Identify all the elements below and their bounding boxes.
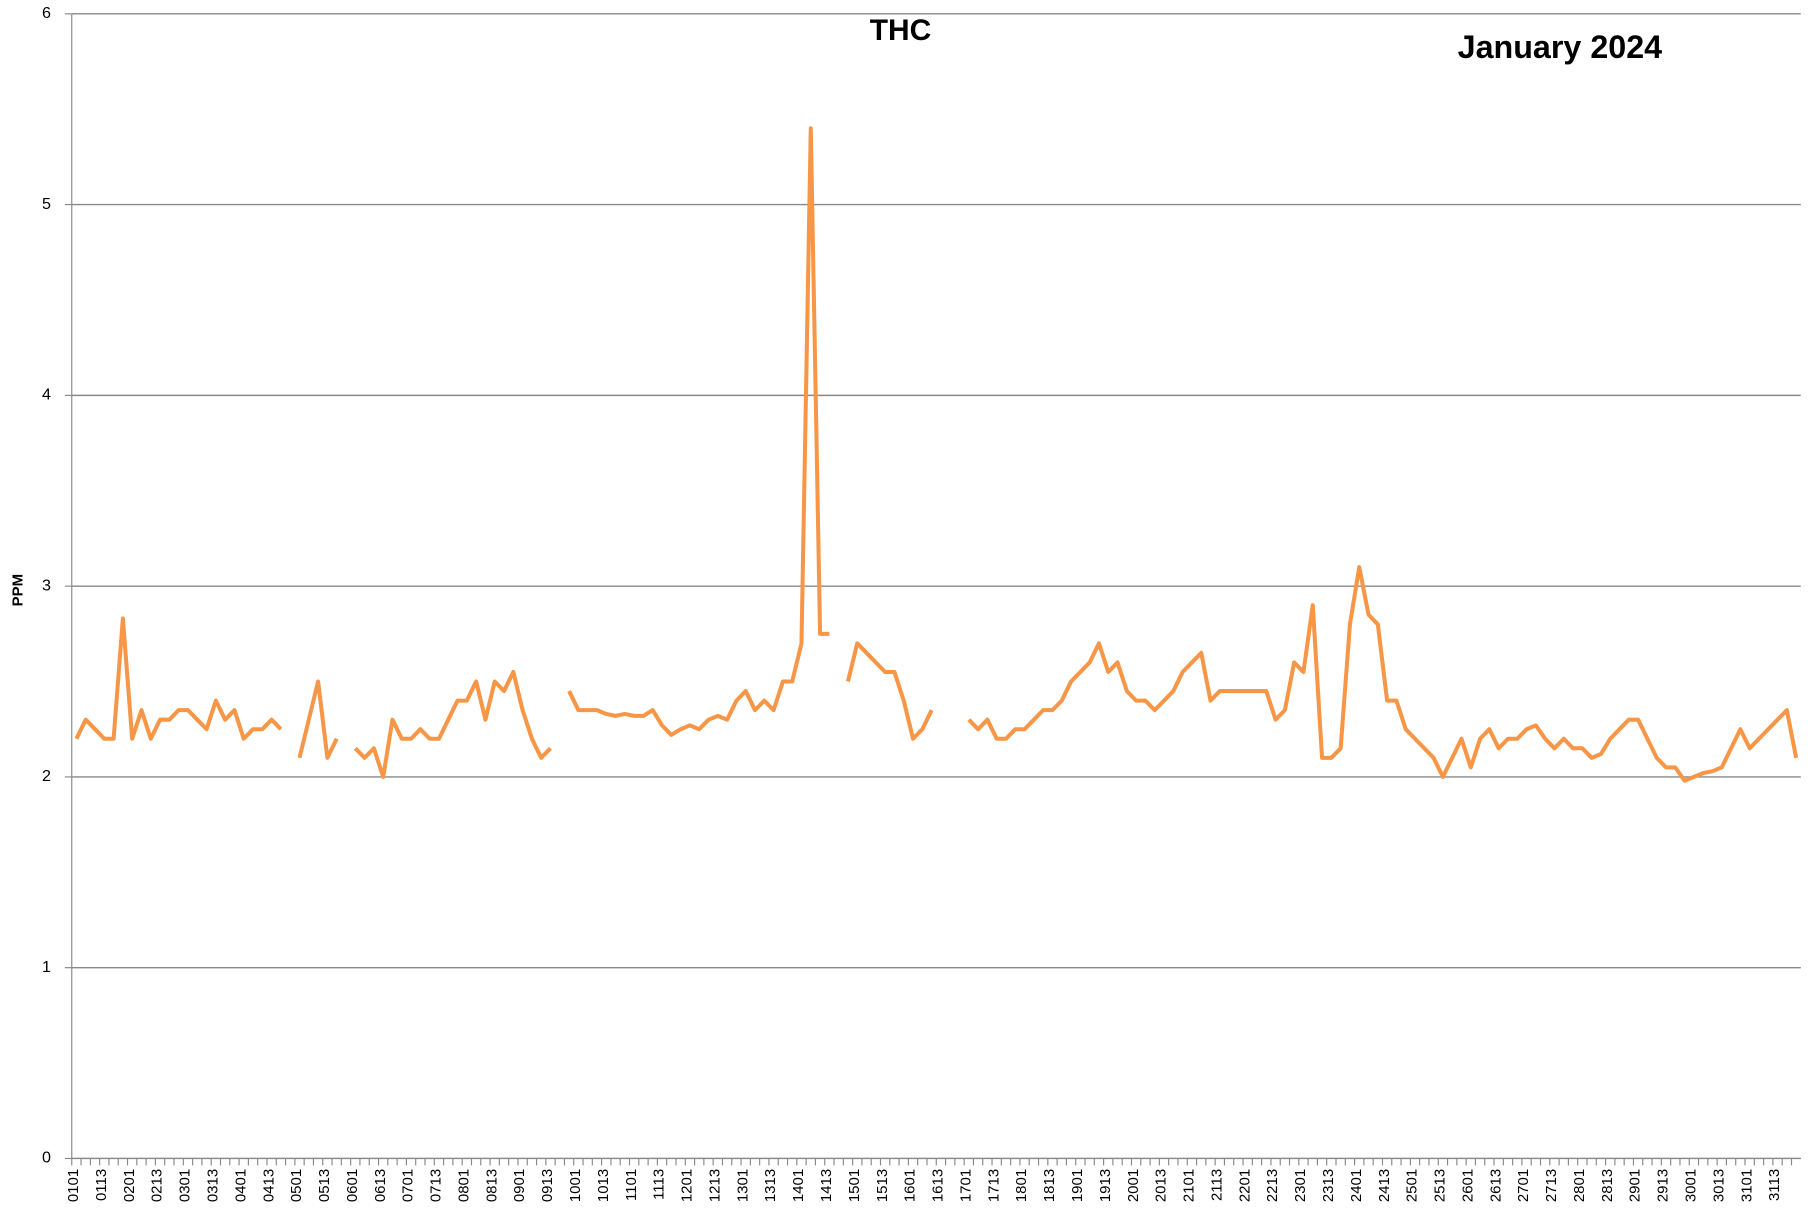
x-tick-label: 1613 <box>930 1169 947 1202</box>
y-tick-label: 0 <box>42 1149 51 1167</box>
x-tick-label: 1013 <box>595 1169 612 1202</box>
x-tick-label: 2501 <box>1404 1169 1421 1202</box>
x-tick-label: 2001 <box>1125 1169 1142 1202</box>
y-tick-label: 1 <box>42 958 51 976</box>
x-tick-label: 2513 <box>1432 1169 1449 1202</box>
x-tick-label: 1701 <box>957 1169 974 1202</box>
x-tick-label: 3101 <box>1738 1169 1755 1202</box>
x-tick-label: 0413 <box>260 1169 277 1202</box>
x-tick-label: 1213 <box>706 1169 723 1202</box>
x-tick-label: 0101 <box>65 1169 82 1202</box>
x-tick-label: 0501 <box>288 1169 305 1202</box>
x-tick-label: 0813 <box>483 1169 500 1202</box>
x-tick-label: 2613 <box>1487 1169 1504 1202</box>
x-tick-label: 0901 <box>511 1169 528 1202</box>
x-tick-label: 2013 <box>1153 1169 1170 1202</box>
data-line <box>297 679 339 760</box>
x-tick-label: 0113 <box>93 1169 110 1201</box>
chart-subtitle: January 2024 <box>1458 29 1663 65</box>
x-tick-label: 3001 <box>1683 1169 1700 1202</box>
x-tick-label: 1901 <box>1069 1169 1086 1202</box>
x-tick-label: 1201 <box>679 1169 696 1202</box>
x-tick-label: 2801 <box>1571 1169 1588 1202</box>
x-tick-label: 2901 <box>1627 1169 1644 1202</box>
x-tick-label: 2113 <box>1208 1169 1225 1201</box>
x-tick-label: 1713 <box>985 1169 1002 1202</box>
x-tick-label: 0701 <box>400 1169 417 1202</box>
x-tick-label: 0613 <box>372 1169 389 1202</box>
x-tick-label: 1813 <box>1041 1169 1058 1202</box>
data-line <box>353 669 552 779</box>
x-tick-label: 2601 <box>1459 1169 1476 1202</box>
x-tick-label: 1501 <box>846 1169 863 1202</box>
x-tick-label: 0801 <box>455 1169 472 1202</box>
x-tick-label: 0713 <box>428 1169 445 1202</box>
x-tick-label: 2213 <box>1264 1169 1281 1202</box>
x-tick-label: 2101 <box>1181 1169 1198 1202</box>
y-tick-label: 4 <box>42 386 51 404</box>
y-axis-label: PPM <box>10 574 27 606</box>
x-tick-label: 3013 <box>1710 1169 1727 1202</box>
x-tick-label: 2201 <box>1236 1169 1253 1202</box>
x-tick-label: 0313 <box>204 1169 221 1202</box>
data-line <box>846 641 934 741</box>
x-tick-label: 1313 <box>762 1169 779 1202</box>
data-line <box>967 565 1799 783</box>
x-tick-label: 2813 <box>1599 1169 1616 1202</box>
x-tick-label: 0201 <box>121 1169 138 1202</box>
x-tick-label: 1101 <box>623 1169 640 1201</box>
y-tick-label: 2 <box>42 767 51 785</box>
x-tick-label: 2701 <box>1515 1169 1532 1202</box>
x-tick-label: 1413 <box>818 1169 835 1202</box>
x-tick-label: 1801 <box>1013 1169 1030 1202</box>
x-tick-label: 2313 <box>1320 1169 1337 1202</box>
x-tick-label: 2401 <box>1348 1169 1365 1202</box>
x-tick-label: 1301 <box>734 1169 751 1202</box>
x-tick-label: 2301 <box>1292 1169 1309 1202</box>
x-tick-label: 0601 <box>344 1169 361 1202</box>
x-tick-label: 0513 <box>316 1169 333 1202</box>
x-tick-label: 1913 <box>1097 1169 1114 1202</box>
x-tick-label: 0913 <box>539 1169 556 1202</box>
x-tick-label: 2413 <box>1376 1169 1393 1202</box>
chart-title: THC <box>870 14 932 47</box>
data-line <box>74 616 283 741</box>
x-tick-label: 0301 <box>177 1169 194 1202</box>
x-tick-label: 0213 <box>149 1169 166 1202</box>
x-tick-label: 1513 <box>874 1169 891 1202</box>
x-tick-label: 1601 <box>902 1169 919 1202</box>
y-tick-label: 6 <box>42 4 51 22</box>
x-tick-label: 1001 <box>567 1169 584 1202</box>
x-tick-label: 2713 <box>1543 1169 1560 1202</box>
x-tick-label: 0401 <box>232 1169 249 1202</box>
x-tick-label: 1401 <box>790 1169 807 1202</box>
data-line <box>567 126 830 737</box>
y-tick-label: 3 <box>42 576 51 594</box>
x-tick-label: 1113 <box>651 1169 668 1200</box>
x-tick-label: 3113 <box>1766 1169 1783 1201</box>
y-tick-label: 5 <box>42 195 51 213</box>
x-tick-label: 2913 <box>1655 1169 1672 1202</box>
